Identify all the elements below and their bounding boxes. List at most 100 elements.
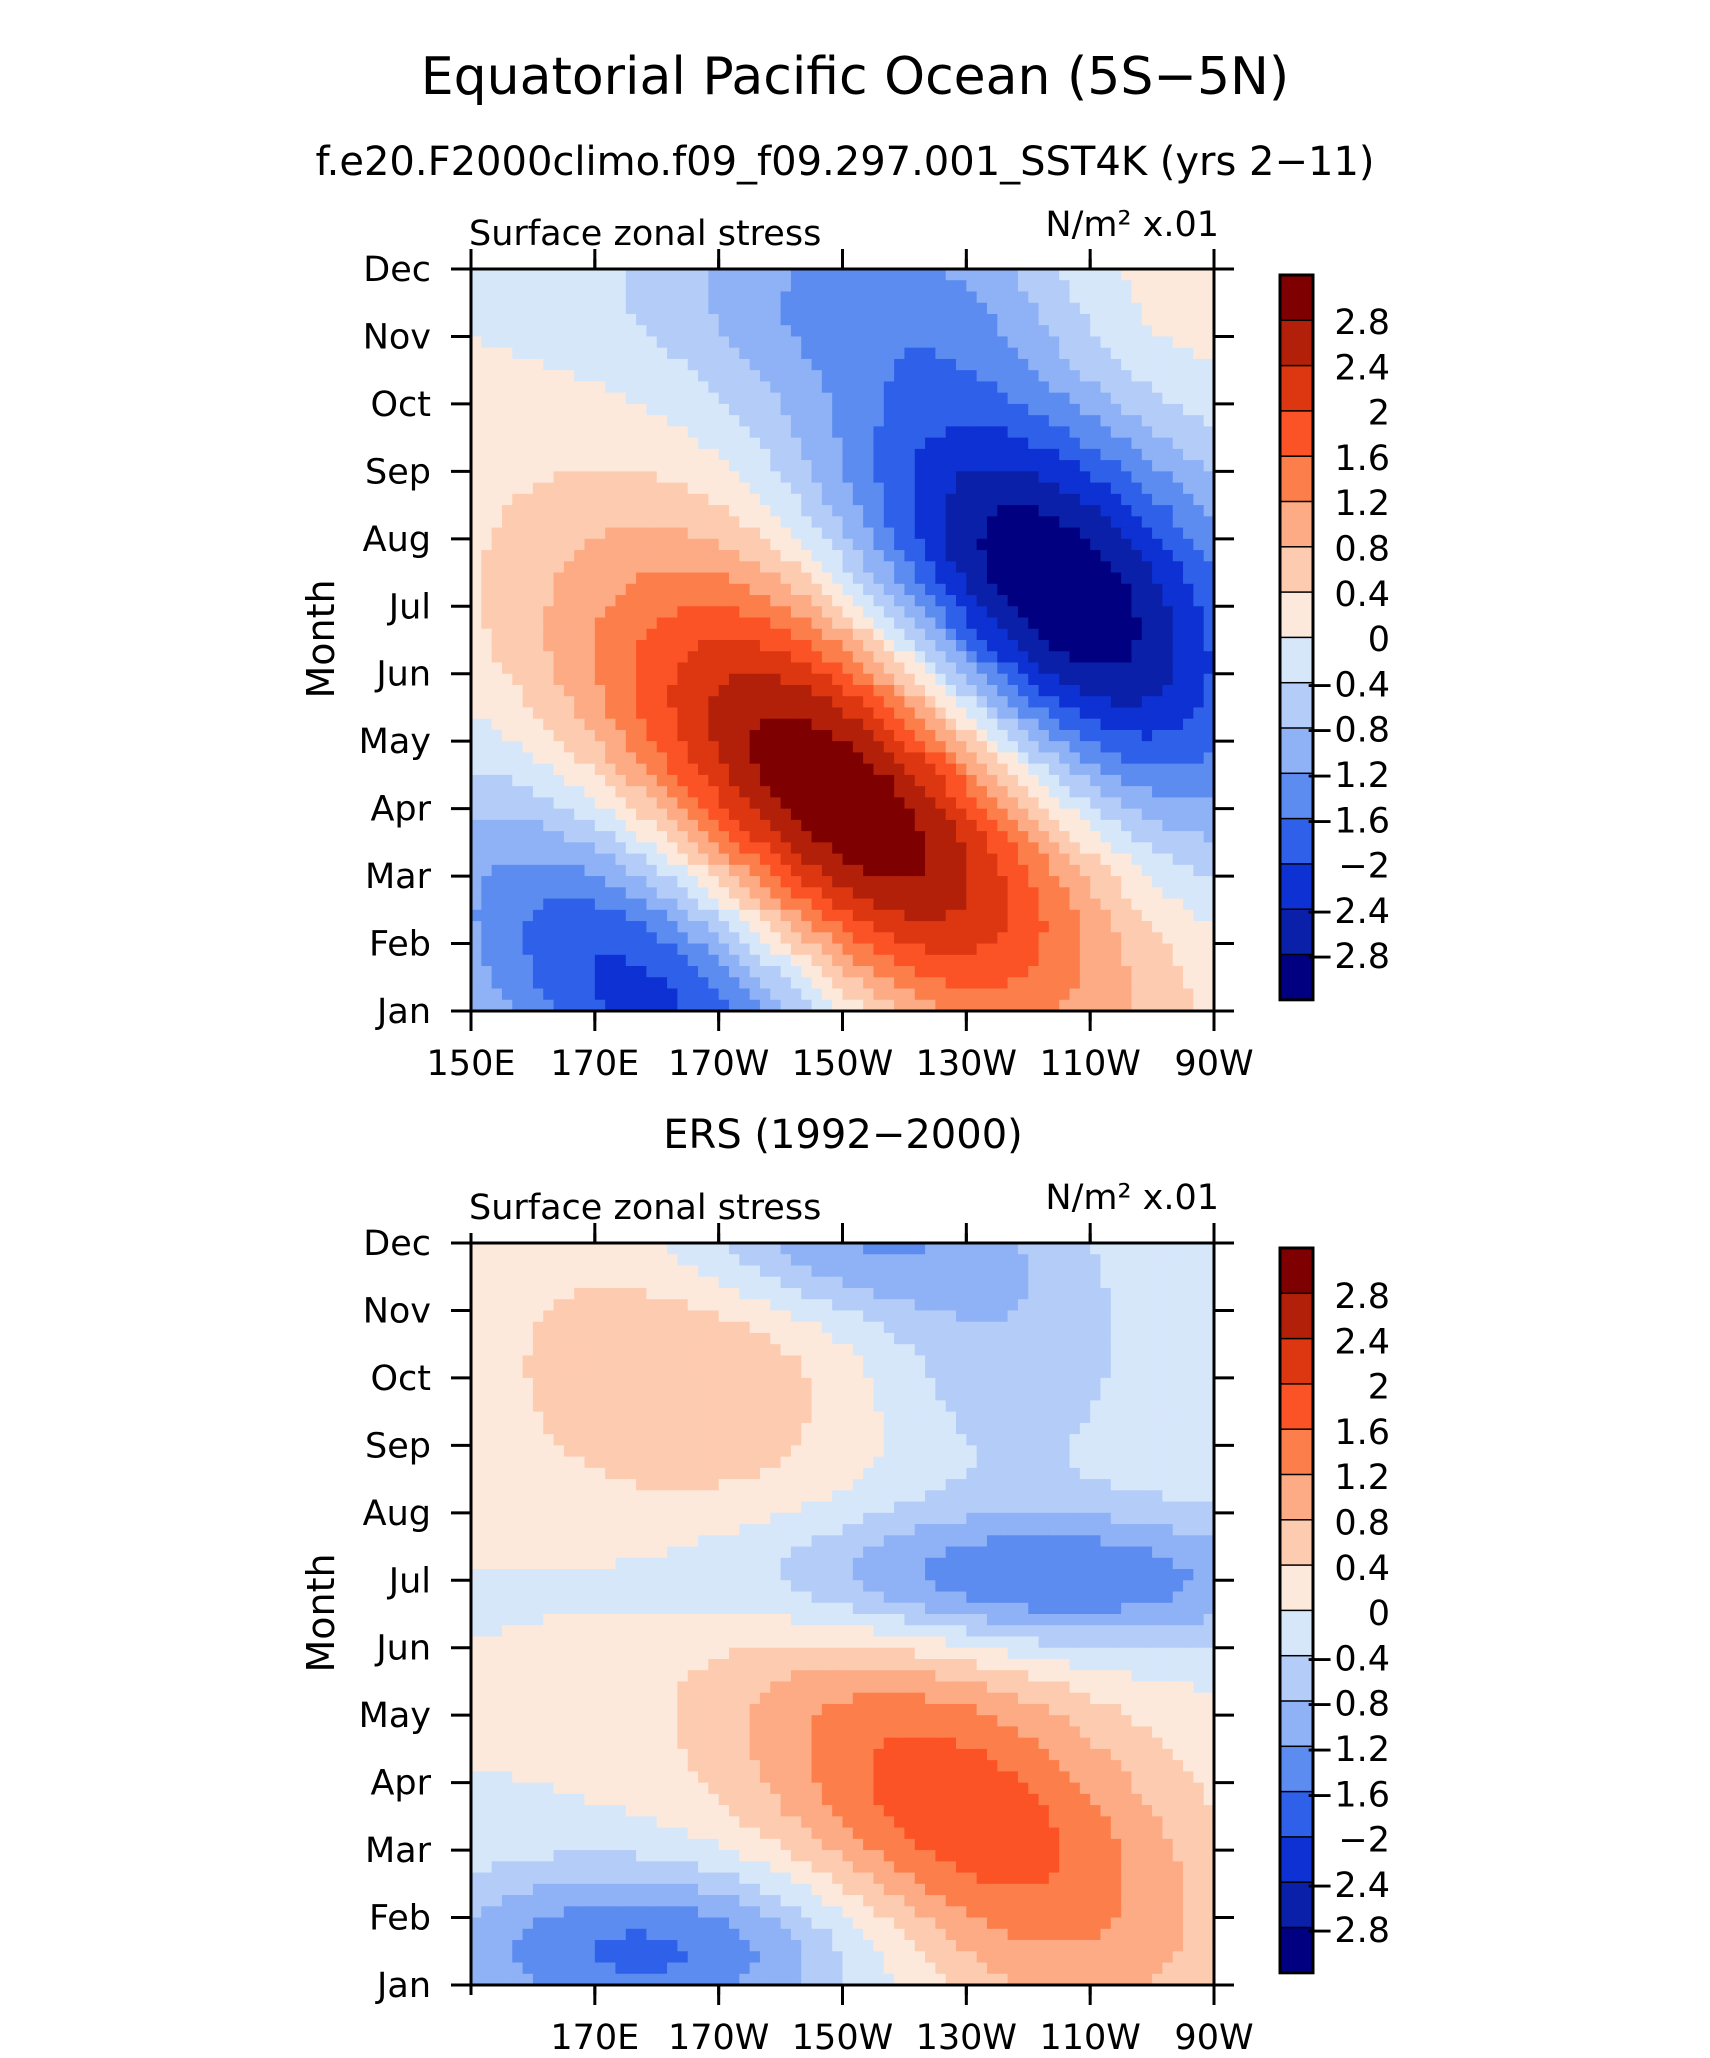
field-cell: [780, 797, 792, 810]
field-cell: [801, 358, 813, 371]
field-cell: [1048, 651, 1060, 664]
field-cell: [1141, 774, 1153, 787]
field-cell: [925, 898, 936, 911]
field-cell: [574, 415, 586, 427]
field-cell: [532, 516, 544, 529]
field-cell: [894, 1254, 906, 1267]
field-cell: [636, 864, 648, 877]
field-cell: [677, 325, 689, 338]
field-cell: [667, 741, 678, 754]
field-cell: [543, 606, 555, 619]
field-cell: [770, 291, 782, 304]
field-cell: [574, 977, 586, 990]
field-cell: [894, 280, 906, 293]
field-cell: [739, 943, 751, 956]
field-cell: [1193, 943, 1205, 956]
field-cell: [687, 583, 699, 596]
field-cell: [667, 684, 678, 697]
field-cell: [1090, 853, 1102, 866]
field-cell: [976, 662, 988, 675]
field-cell: [801, 752, 813, 765]
field-cell: [1100, 358, 1112, 371]
field-cell: [605, 550, 617, 562]
field-cell: [1183, 403, 1194, 416]
field-cell: [636, 313, 648, 326]
field-cell: [481, 887, 493, 900]
field-cell: [1172, 943, 1184, 956]
field-cell: [471, 932, 482, 945]
field-cell: [1203, 493, 1215, 506]
field-cell: [956, 887, 967, 900]
field-cell: [935, 370, 947, 383]
field-cell: [1007, 741, 1019, 754]
field-cell: [512, 954, 524, 967]
field-cell: [532, 887, 544, 900]
field-cell: [811, 954, 823, 967]
field-cell: [1100, 909, 1112, 922]
field-cell: [1172, 640, 1184, 652]
field-cell: [563, 684, 575, 697]
field-cell: [667, 786, 678, 798]
field-cell: [574, 786, 586, 798]
field-cell: [1152, 808, 1163, 821]
field-cell: [481, 516, 493, 529]
field-cell: [739, 954, 751, 967]
field-cell: [646, 640, 658, 652]
field-cell: [1028, 550, 1040, 562]
field-cell: [790, 471, 802, 484]
field-cell: [1203, 651, 1215, 664]
field-cell: [615, 853, 627, 866]
field-cell: [894, 842, 906, 855]
field-cell: [543, 302, 555, 315]
field-cell: [532, 460, 544, 472]
field-cell: [832, 921, 844, 933]
field-cell: [563, 606, 575, 619]
field-cell: [491, 370, 503, 383]
field-cell: [1079, 538, 1091, 551]
field-cell: [852, 954, 864, 967]
field-cell: [956, 336, 967, 349]
field-cell: [543, 527, 555, 540]
field-cell: [1110, 505, 1122, 517]
field-cell: [1090, 347, 1102, 360]
field-cell: [1110, 415, 1122, 427]
field-cell: [698, 269, 709, 281]
field-cell: [914, 752, 926, 765]
field-cell: [625, 370, 637, 383]
field-cell: [1172, 538, 1184, 551]
field-cell: [997, 572, 1009, 585]
field-cell: [1038, 392, 1050, 405]
field-cell: [728, 313, 740, 326]
field-cell: [667, 381, 678, 394]
field-cell: [584, 887, 596, 900]
field-cell: [646, 313, 658, 326]
field-cell: [801, 550, 813, 562]
field-cell: [966, 876, 978, 888]
field-cell: [532, 707, 544, 720]
field-cell: [801, 572, 813, 585]
field-cell: [553, 752, 565, 765]
field-cell: [811, 696, 823, 709]
field-cell: [739, 977, 751, 990]
field-cell: [976, 909, 988, 922]
field-cell: [532, 718, 544, 731]
field-cell: [759, 988, 771, 1001]
field-cell: [904, 763, 916, 776]
field-cell: [966, 1243, 978, 1255]
field-cell: [749, 662, 761, 675]
field-cell: [512, 932, 524, 945]
field-cell: [625, 437, 637, 450]
field-cell: [894, 673, 906, 686]
field-cell: [677, 876, 689, 888]
field-cell: [1017, 617, 1029, 630]
field-cell: [646, 729, 658, 742]
field-cell: [914, 707, 926, 720]
field-cell: [1079, 392, 1091, 405]
field-cell: [667, 909, 678, 922]
field-cell: [594, 729, 606, 742]
field-cell: [677, 864, 689, 877]
field-cell: [894, 966, 906, 978]
field-cell: [925, 269, 936, 281]
field-cell: [1203, 853, 1215, 866]
field-cell: [790, 336, 802, 349]
